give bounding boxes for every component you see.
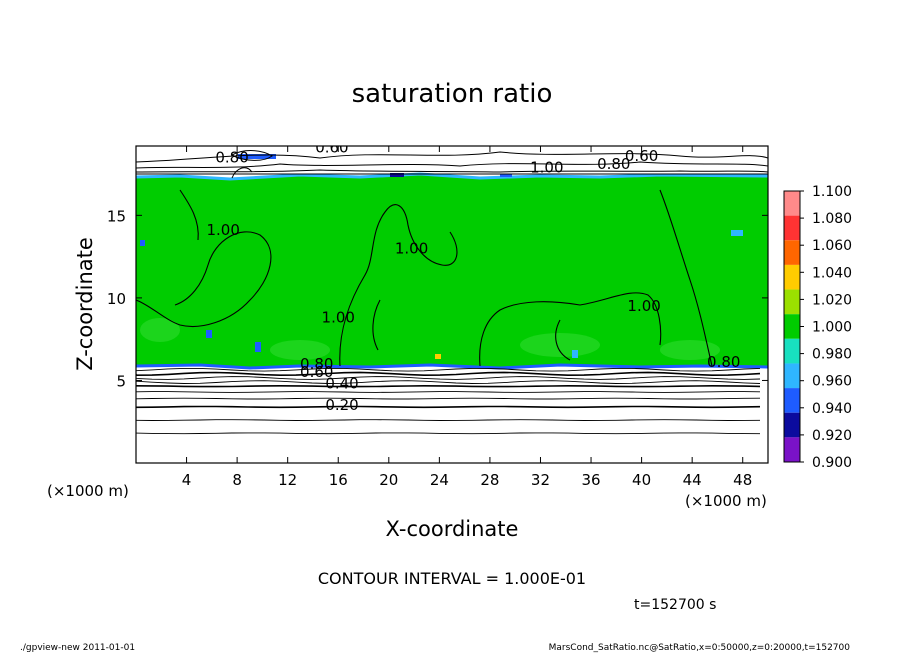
x-tick-label: 16 (329, 471, 348, 489)
colorbar-label: 0.980 (812, 347, 852, 363)
contour-label: 0.80 (300, 355, 333, 373)
colorbar-swatch (784, 363, 800, 389)
y-tick-label: 10 (107, 290, 126, 308)
contour-line (136, 419, 761, 421)
bottom-edge-band (136, 363, 768, 370)
y-axis-label: Z-coordinate (73, 237, 97, 371)
x-tick-label: 44 (683, 471, 702, 489)
contour-label: 0.80 (597, 155, 630, 173)
texture-patches (140, 318, 720, 360)
x-tick-label: 48 (733, 471, 752, 489)
colorbar-swatch (784, 338, 800, 364)
x-unit-right: (×1000 m) (685, 492, 767, 510)
contour-line (136, 397, 761, 400)
blue-spots (140, 154, 743, 359)
time-label: t=152700 s (634, 597, 716, 613)
inner-contours (136, 189, 713, 367)
contour-interval-text: CONTOUR INTERVAL = 1.000E-01 (318, 569, 586, 588)
x-axis-label: X-coordinate (386, 517, 519, 541)
contour-line (136, 380, 761, 384)
x-tick-label: 20 (379, 471, 398, 489)
contour-label: 0.60 (315, 139, 348, 157)
y-axis: 5 10 15 (107, 207, 768, 390)
saturated-region (136, 173, 768, 369)
contour-label: 1.00 (207, 221, 240, 239)
contour-label: 1.00 (322, 309, 355, 327)
footer-right: MarsCond_SatRatio.nc@SatRatio,x=0:50000,… (549, 643, 851, 653)
lower-contours (136, 367, 761, 435)
x-tick-label: 8 (232, 471, 242, 489)
contour-label: 0.80 (707, 353, 740, 371)
x-tick-label: 36 (581, 471, 600, 489)
contour-label: 1.00 (530, 158, 563, 176)
colorbar-label: 0.920 (812, 428, 852, 444)
colorbar-label: 1.060 (812, 238, 852, 254)
colorbar-swatch (784, 437, 800, 462)
contour-label: 0.60 (300, 363, 333, 381)
plot-area: 0.600.801.00 0.800.601.001.001.001.000.80… (107, 139, 769, 489)
colorbar-label: 1.040 (812, 265, 852, 281)
colorbar-label: 0.900 (812, 455, 852, 471)
x-tick-label: 4 (182, 471, 192, 489)
x-tick-label: 28 (480, 471, 499, 489)
x-unit-left: (×1000 m) (47, 482, 129, 500)
colorbar-label: 1.080 (812, 211, 852, 227)
colorbar-swatch (784, 388, 800, 413)
colorbar-swatch (784, 412, 800, 438)
colorbar-swatch (784, 289, 800, 315)
contour-label: 1.00 (627, 297, 660, 315)
colorbar-swatch (784, 264, 800, 290)
contour-label: 0.60 (625, 147, 658, 165)
contour-line (136, 432, 761, 435)
colorbar: 1.100 1.080 1.060 1.040 1.020 1.000 0.980 0.960… (783, 184, 852, 471)
upper-contours (136, 150, 768, 179)
x-tick-label: 40 (632, 471, 651, 489)
colorbar-label: 0.960 (812, 374, 852, 390)
colorbar-swatch (784, 191, 800, 216)
contour-line (136, 405, 761, 409)
contour-label: 0.40 (325, 375, 358, 393)
contour-line (136, 391, 761, 393)
contour-label: 0.20 (325, 396, 358, 414)
x-tick-label: 24 (430, 471, 449, 489)
x-axis: 4 8 12 16 20 24 28 32 36 40 44 48 (182, 146, 752, 489)
colorbar-label: 1.100 (812, 184, 852, 200)
x-tick-label: 32 (531, 471, 550, 489)
colorbar-swatch (784, 314, 800, 339)
colorbar-swatch (784, 215, 800, 241)
contour-label: 1.00 (395, 239, 428, 257)
colorbar-swatch (784, 240, 800, 265)
footer-left: ./gpview-new 2011-01-01 (20, 643, 135, 653)
plot-frame (135, 145, 769, 464)
contour-line (136, 367, 761, 372)
contour-line (136, 376, 761, 380)
y-tick-label: 5 (116, 372, 126, 390)
y-tick-label: 15 (107, 207, 126, 225)
contour-line (136, 371, 761, 377)
x-tick-label: 12 (278, 471, 297, 489)
colorbar-label: 1.020 (812, 292, 852, 308)
colorbar-label: 1.000 (812, 320, 852, 336)
contour-line (136, 384, 761, 388)
chart-title: saturation ratio (352, 79, 553, 109)
contour-label: 0.80 (215, 149, 248, 167)
colorbar-label: 0.940 (812, 401, 852, 417)
contour-labels: 0.600.801.00 0.800.601.001.001.001.000.80… (207, 139, 741, 414)
